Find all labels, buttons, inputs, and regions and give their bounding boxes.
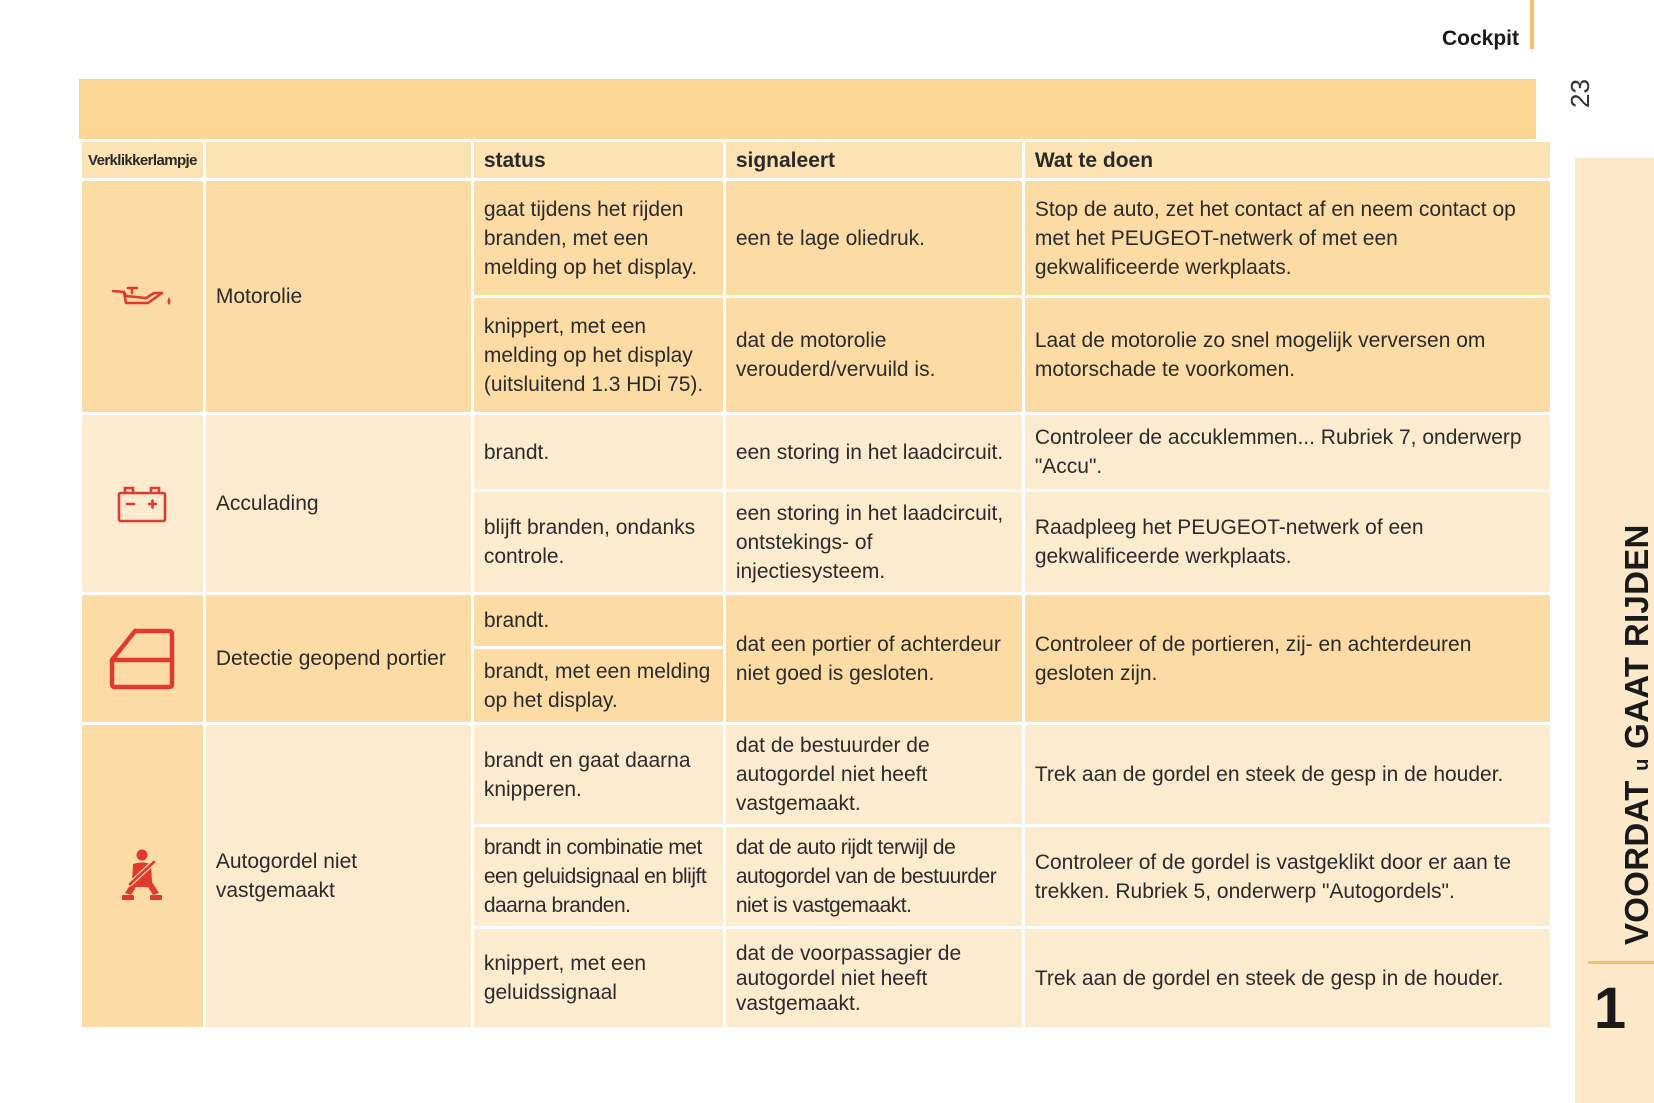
oil-can-icon — [112, 286, 171, 305]
status-cell: knippert, met een geluidssignaal — [470, 926, 726, 1030]
status-cell: gaat tijdens het rijden branden, met een… — [470, 178, 726, 298]
table-row: Autogordel niet vastgemaakt brandt en ga… — [79, 722, 1553, 1030]
header-lamp: Verklikkerlampje — [79, 139, 206, 181]
action-cell: Controleer of de gordel is vastgeklikt d… — [1021, 824, 1553, 929]
table-row: Acculading brandt. een storing in het la… — [79, 412, 1553, 595]
seatbelt-icon — [122, 849, 163, 900]
action-cell: Trek aan de gordel en steek de gesp in d… — [1021, 722, 1553, 827]
header-name — [202, 139, 474, 181]
lamp-name: Autogordel niet vastgemaakt — [202, 722, 474, 1030]
status-cell: brandt en gaat daarna knipperen. — [470, 722, 726, 827]
table-row: blijft branden, ondanks controle. een st… — [81, 489, 1553, 595]
lamp-cell — [79, 722, 206, 1030]
table-header-row: Verklikkerlampje status signaleert Wat t… — [79, 139, 1553, 181]
header-action: Wat te doen — [1021, 139, 1553, 181]
status-cell: brandt. — [470, 592, 726, 649]
status-cell: brandt. — [470, 412, 726, 492]
lamp-name: Motorolie — [202, 178, 474, 415]
table-banner — [79, 79, 1536, 139]
lamp-cell — [79, 412, 206, 595]
signal-cell: een te lage oliedruk. — [722, 178, 1025, 298]
action-cell: Controleer de accuklemmen... Rubriek 7, … — [1021, 412, 1553, 492]
action-cell: Trek aan de gordel en steek de gesp in d… — [1021, 926, 1553, 1030]
header-signal: signaleert — [722, 139, 1025, 181]
header-status: status — [470, 139, 726, 181]
lamp-cell — [79, 178, 206, 415]
chapter-title-u: u — [1631, 758, 1653, 771]
signal-cell: dat de voorpassagier de autogordel niet … — [722, 926, 1025, 1030]
warning-lights-table: Verklikkerlampje status signaleert Wat t… — [79, 139, 1553, 1030]
header-accent-rule — [1530, 0, 1534, 49]
signal-cell: dat de motorolie verouderd/vervuild is. — [722, 295, 1025, 415]
section-title: Cockpit — [1441, 27, 1519, 50]
chapter-title-end: GAAT RIJDEN — [1618, 524, 1654, 749]
lamp-name: Acculading — [202, 412, 474, 595]
chapter-title: VOORDAT u GAAT RIJDEN — [1618, 524, 1654, 945]
table-row: brandt, met een melding op het display. — [81, 646, 1552, 725]
table-row: knippert, met een geluidssignaal dat de … — [81, 926, 1553, 1030]
signal-cell: een storing in het laadcircuit, ontsteki… — [722, 489, 1025, 595]
signal-cell: dat de bestuurder de autogordel niet hee… — [722, 722, 1025, 827]
signal-cell: dat een portier of achterdeur niet goed … — [722, 592, 1025, 725]
lamp-cell — [79, 592, 206, 725]
status-cell: blijft branden, ondanks controle. — [470, 489, 726, 595]
table-row: brandt in combinatie met een geluidsigna… — [81, 824, 1553, 929]
status-cell: brandt in combinatie met een geluidsigna… — [470, 824, 726, 929]
table-row: Detectie geopend portier brandt. dat een… — [79, 592, 1553, 725]
chapter-number: 1 — [1593, 976, 1627, 1041]
chapter-tab-rule — [1588, 961, 1654, 964]
status-cell: brandt, met een melding op het display. — [470, 646, 726, 725]
table-row: knippert, met een melding op het display… — [81, 295, 1553, 415]
lamp-name: Detectie geopend portier — [202, 592, 474, 725]
action-cell: Laat de motorolie zo snel mogelijk verve… — [1021, 295, 1553, 415]
action-cell: Stop de auto, zet het contact af en neem… — [1021, 178, 1553, 298]
status-cell: knippert, met een melding op het display… — [470, 295, 726, 415]
action-cell: Raadpleeg het PEUGEOT-netwerk of een gek… — [1021, 489, 1553, 595]
signal-cell: dat de auto rijdt terwijl de autogordel … — [722, 824, 1025, 929]
chapter-title-start: VOORDAT — [1618, 780, 1654, 945]
signal-cell: een storing in het laadcircuit. — [722, 412, 1025, 492]
open-door-icon — [110, 628, 175, 689]
chapter-side-tab — [1575, 158, 1654, 1103]
page-number: 23 — [1565, 79, 1595, 108]
action-cell: Controleer of de portieren, zij- en acht… — [1021, 592, 1553, 725]
battery-icon — [118, 486, 167, 522]
table-row: Motorolie gaat tijdens het rijden brande… — [79, 178, 1553, 415]
